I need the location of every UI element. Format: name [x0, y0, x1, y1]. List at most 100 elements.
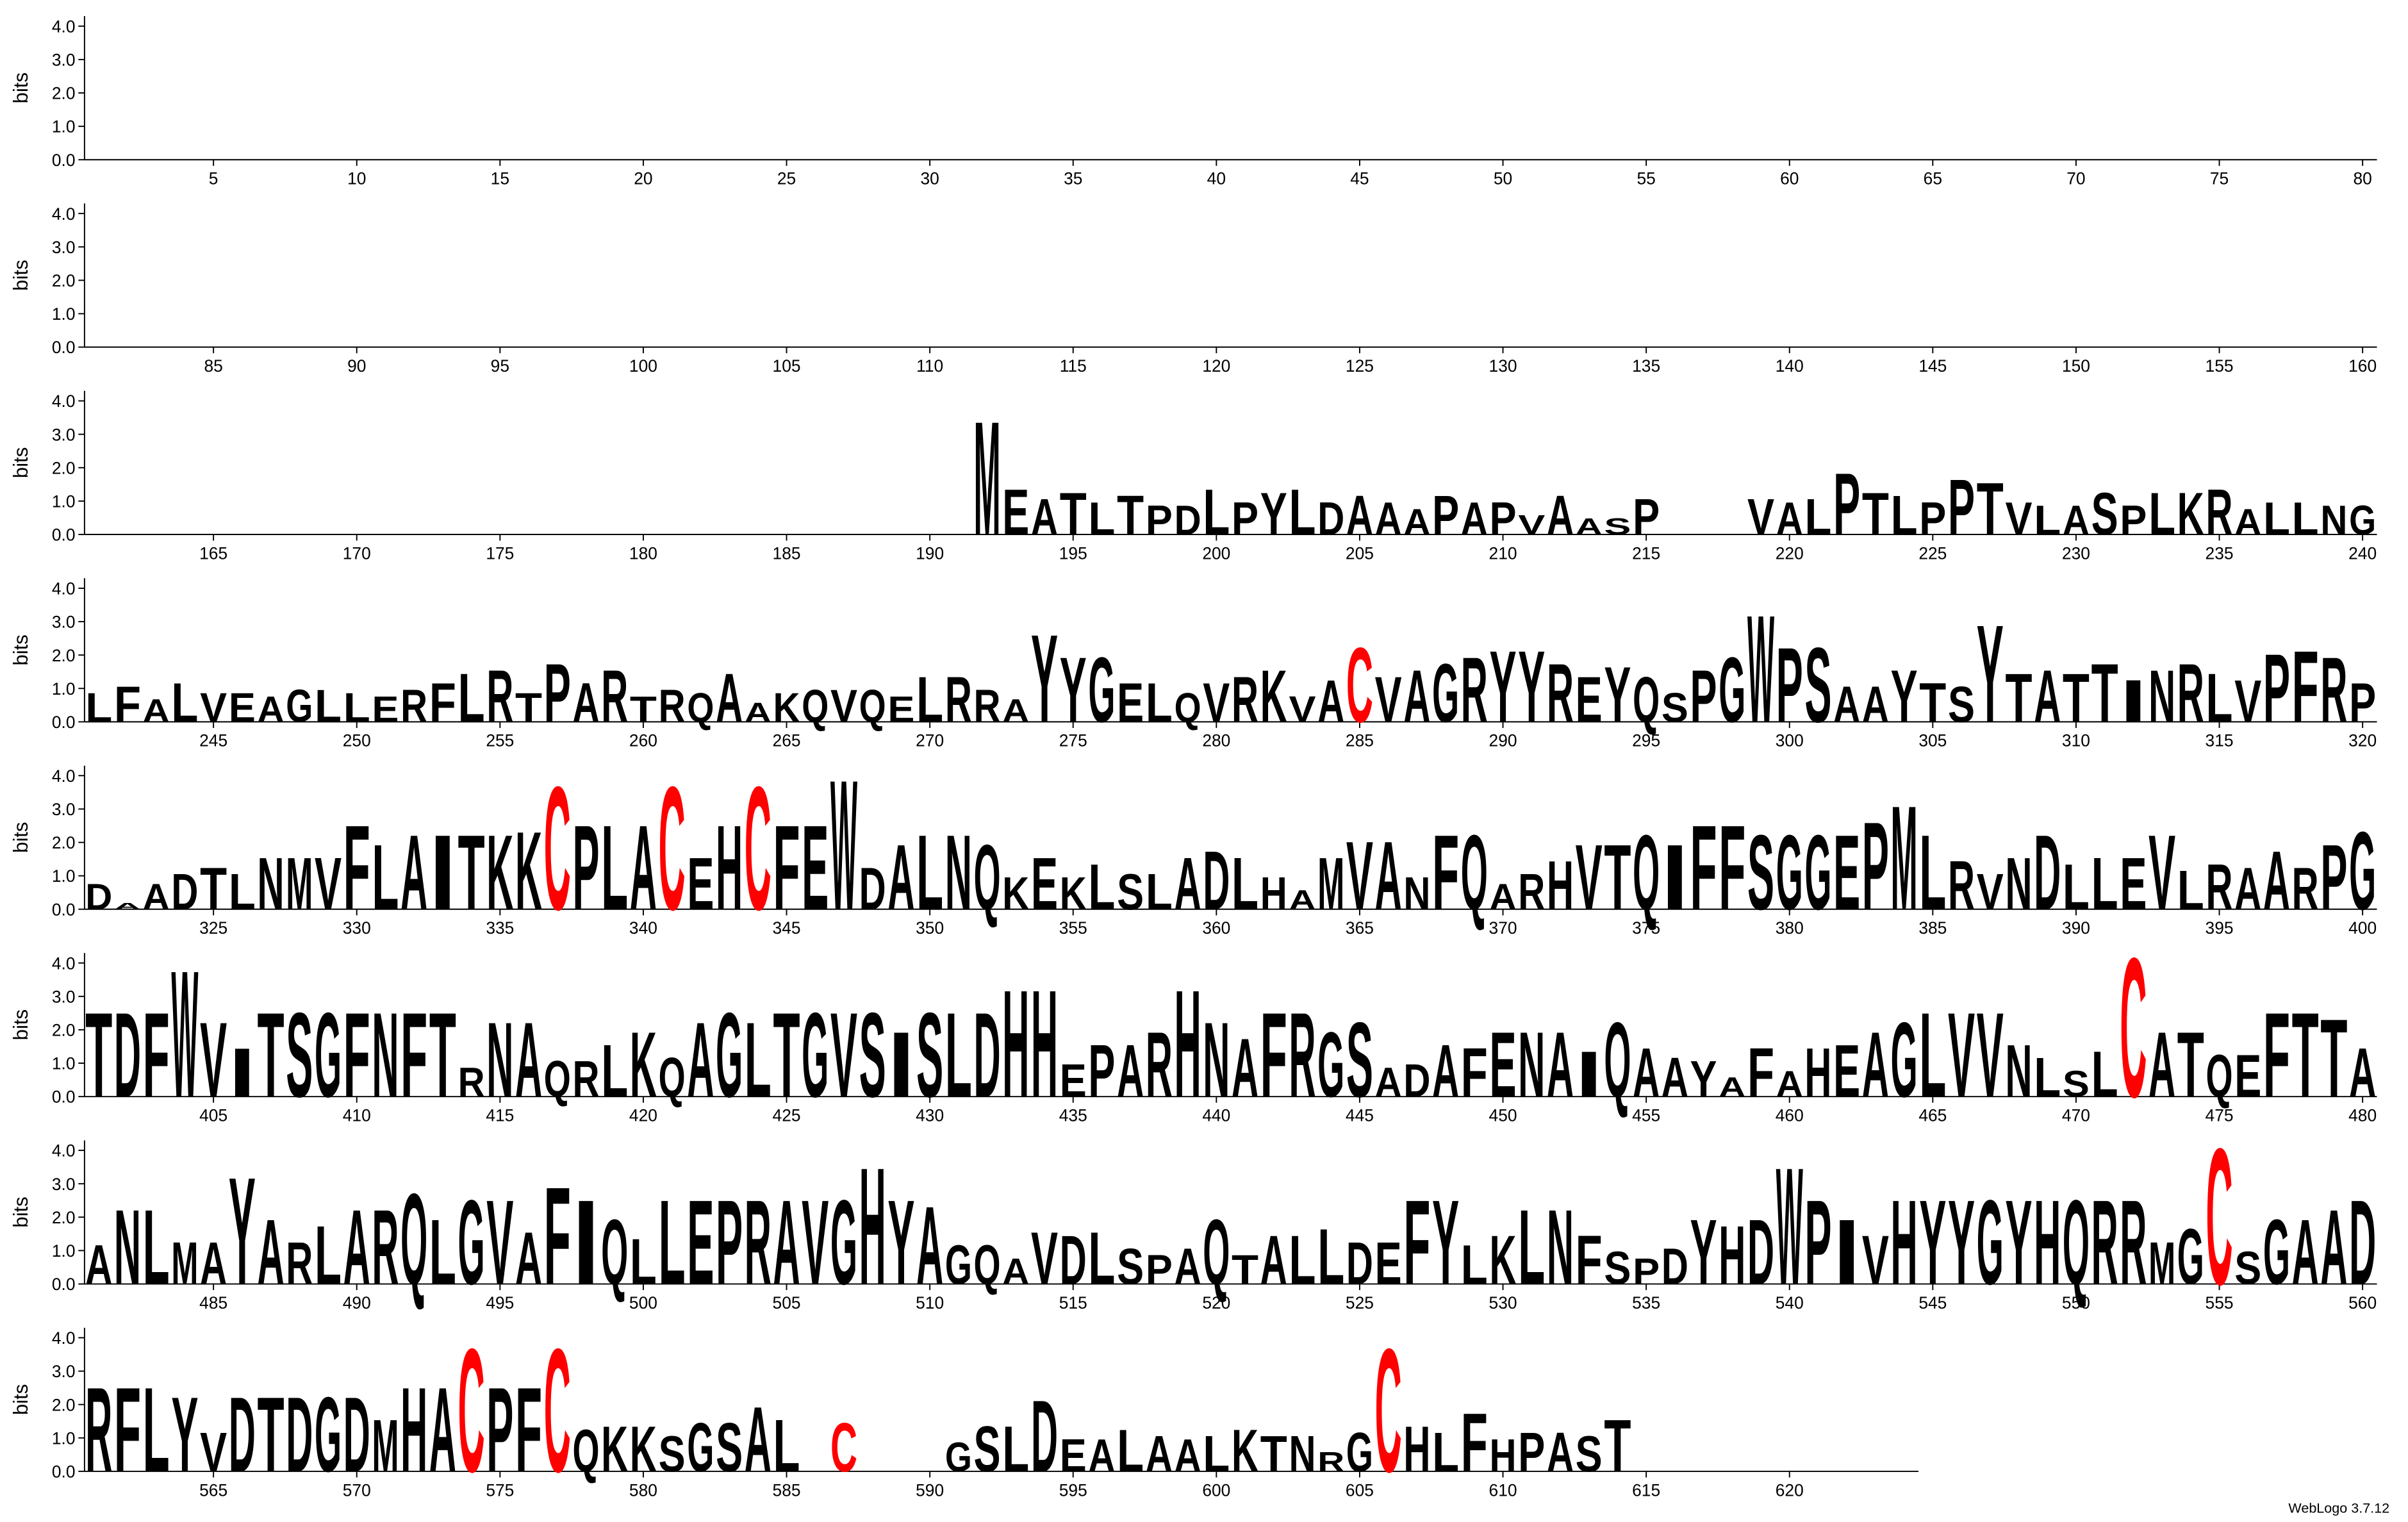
x-tick-label: 330	[343, 918, 371, 938]
logo-letter: A	[1833, 675, 1860, 732]
x-tick-label: 535	[1632, 1293, 1660, 1312]
logo-letter: R	[2320, 638, 2347, 741]
logo-letter: T	[2177, 1013, 2204, 1116]
logo-letter: L	[315, 680, 342, 732]
logo-letter: P	[1232, 493, 1258, 545]
logo-letter: T	[258, 988, 285, 1122]
x-tick-label: 30	[920, 169, 939, 188]
logo-letter: H	[1891, 1175, 1918, 1310]
logo-letter: D	[1175, 497, 1201, 543]
logo-letter: T	[1260, 1425, 1287, 1482]
logo-letter: L	[143, 1188, 170, 1307]
logo-letter: P	[1146, 497, 1173, 543]
logo-letter: F	[429, 672, 456, 734]
logo-letter: Q	[687, 684, 714, 731]
logo-letter: A	[2063, 497, 2090, 543]
x-tick-label: 270	[916, 731, 944, 750]
logo-letter: N	[1289, 1425, 1315, 1482]
logo-letter: T	[2063, 659, 2090, 737]
logo-letter: T	[2292, 988, 2319, 1122]
x-tick-label: 360	[1202, 918, 1230, 938]
logo-letter: D	[859, 855, 886, 922]
x-tick-label: 335	[486, 918, 514, 938]
logo-letter: L	[229, 863, 256, 920]
logo-letter: P	[1776, 625, 1803, 745]
y-tick-label: 1.0	[52, 866, 76, 886]
logo-letter: T	[200, 855, 227, 922]
logo-letter: V	[1747, 488, 1774, 545]
logo-letter: K	[773, 684, 800, 731]
logo-letter: Q	[601, 1200, 628, 1304]
logo-letter: I	[572, 1175, 599, 1310]
x-tick-label: 530	[1489, 1293, 1517, 1312]
logo-letter: A	[1403, 654, 1430, 738]
logo-letter: P	[1919, 493, 1946, 545]
logo-letter: W	[1776, 1134, 1803, 1320]
logo-row: bits 0.0 1.0 2.0 3.0 4.0 245 250 255 260 265 270 275…	[10, 578, 2377, 754]
logo-row: bits 0.0 1.0 2.0 3.0 4.0 5 10 15 20 25 30 35 40 45 50 55…	[10, 16, 2377, 188]
logo-letter: L	[171, 672, 198, 734]
x-tick-label: 545	[1918, 1293, 1947, 1312]
logo-letter: M	[171, 1230, 198, 1297]
logo-letter: V	[1977, 988, 2004, 1122]
logo-letter: A	[572, 672, 599, 734]
logo-letter: S	[659, 1425, 686, 1482]
logo-letter: H	[1719, 1209, 1745, 1302]
y-axis-label: bits	[10, 447, 32, 478]
logo-letter: T	[2091, 646, 2118, 740]
logo-letter: L	[85, 684, 112, 731]
logo-letter: A	[1002, 692, 1029, 729]
logo-letter: L	[945, 988, 972, 1122]
logo-letter: A	[1862, 1013, 1889, 1116]
logo-letter: A	[2234, 502, 2261, 543]
logo-letter: N	[1518, 1013, 1545, 1116]
x-tick-label: 610	[1489, 1480, 1517, 1500]
y-tick-label: 2.0	[52, 1208, 76, 1227]
y-tick-label: 3.0	[52, 1362, 76, 1381]
logo-letter: K	[1002, 868, 1029, 920]
logo-letter: V	[2005, 493, 2032, 545]
logo-letter: H	[859, 1134, 886, 1320]
y-tick-label: 4.0	[52, 1141, 76, 1161]
y-tick-label: 3.0	[52, 613, 76, 632]
x-tick-label: 70	[2066, 169, 2085, 188]
logo-letter: D	[171, 863, 198, 920]
logo-letter: A	[400, 813, 427, 932]
logo-letter: E	[1002, 476, 1029, 549]
logo-letter: S	[916, 988, 943, 1122]
logo-letter: N	[2320, 497, 2347, 543]
y-tick-label: 3.0	[52, 425, 76, 444]
logo-letter: D	[1403, 1055, 1430, 1107]
logo-letter: R	[2206, 851, 2233, 923]
logo-letter: F	[343, 800, 370, 935]
x-tick-label: 430	[916, 1105, 944, 1125]
x-tick-label: 455	[1632, 1105, 1660, 1125]
x-tick-label: 580	[629, 1480, 657, 1500]
logo-letter: T	[258, 1375, 285, 1494]
logo-letter: A	[2349, 1034, 2376, 1112]
logo-letter: R	[659, 680, 686, 732]
logo-letter: A	[1289, 885, 1315, 916]
logo-letter: K	[1060, 868, 1087, 920]
logo-letter: Q	[1203, 1200, 1230, 1304]
x-tick-label: 495	[486, 1293, 514, 1312]
x-tick-label: 555	[2206, 1293, 2234, 1312]
y-axis-label: bits	[10, 260, 32, 290]
logo-letter: G	[2349, 497, 2376, 543]
logo-letter: P	[572, 800, 599, 935]
x-tick-label: 575	[486, 1480, 514, 1500]
logo-letter: P	[1432, 484, 1459, 547]
logo-letter: Y	[1490, 629, 1517, 743]
logo-letter: G	[830, 1175, 857, 1310]
logo-letter: Q	[1633, 813, 1660, 932]
x-tick-label: 435	[1059, 1105, 1087, 1125]
y-tick-label: 3.0	[52, 50, 76, 69]
logo-letter: R	[1948, 847, 1975, 925]
logo-letter: G	[1317, 1013, 1344, 1116]
x-tick-label: 35	[1064, 169, 1082, 188]
logo-letter: A	[1088, 1430, 1115, 1482]
logo-letter: T	[85, 988, 112, 1122]
logo-letter: T	[515, 684, 542, 731]
logo-letter: N	[945, 813, 972, 932]
logo-letter: K	[1260, 654, 1287, 738]
